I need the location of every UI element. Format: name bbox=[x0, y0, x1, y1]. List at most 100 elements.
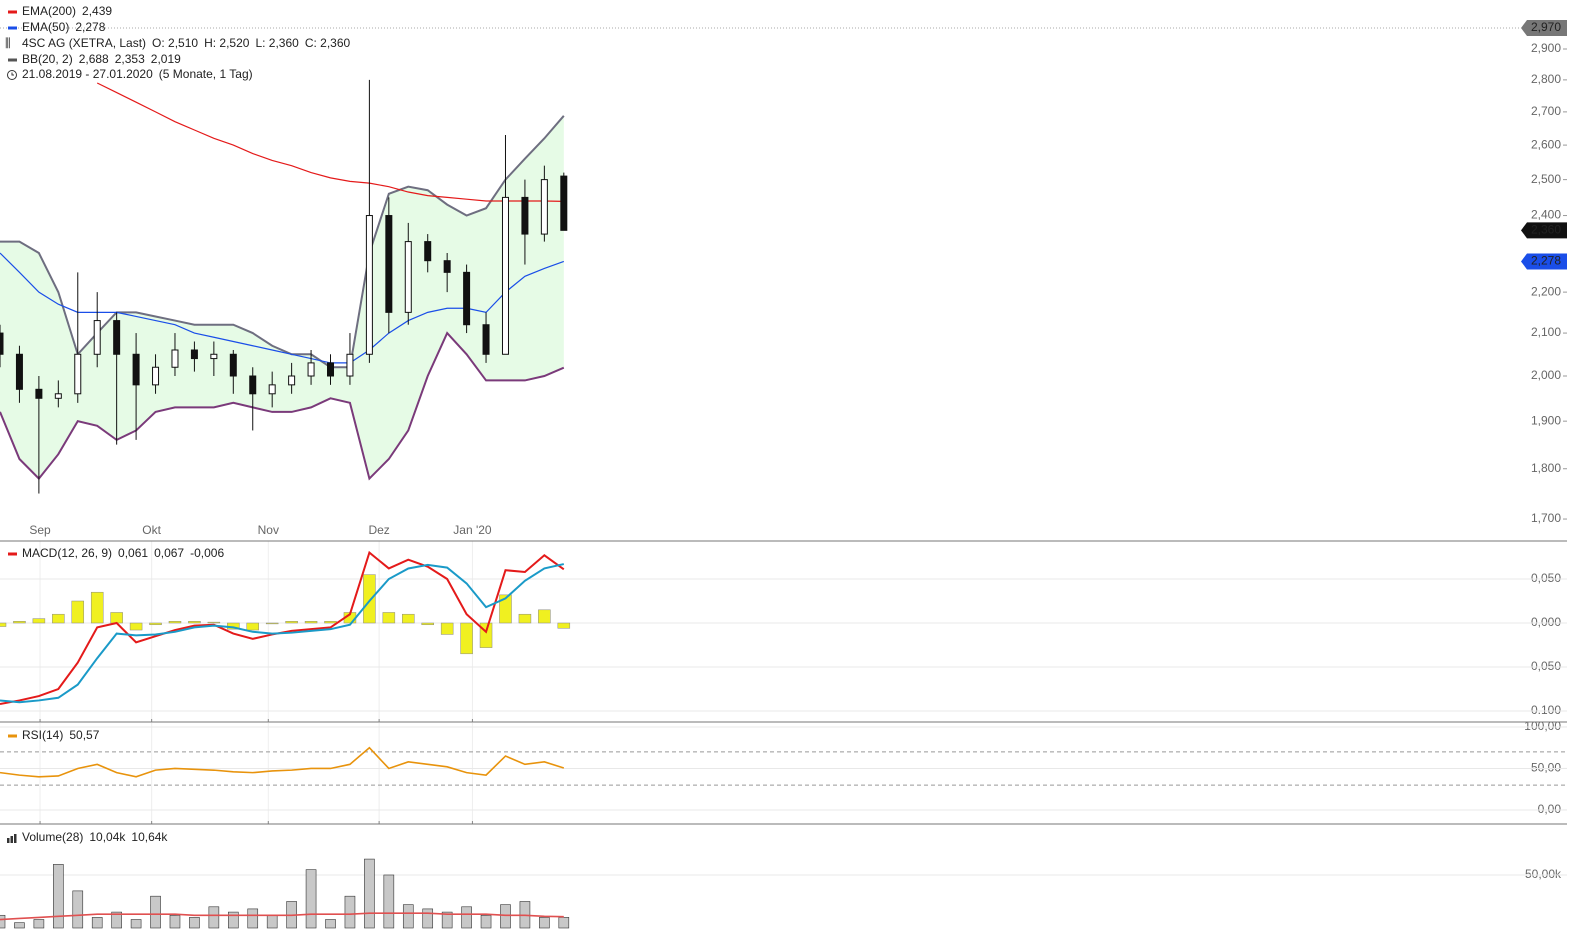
legend-text: 2,688 bbox=[79, 52, 109, 66]
volume-bar bbox=[539, 917, 550, 929]
price-tag-label: 2,278 bbox=[1531, 254, 1561, 268]
y-tick-label: 50,00k bbox=[1525, 867, 1562, 881]
price-tag-label: 2,970 bbox=[1531, 20, 1561, 34]
volume-bar bbox=[461, 906, 472, 929]
volume-bar bbox=[558, 917, 570, 929]
candle-body bbox=[35, 388, 43, 399]
legend-text: MACD(12, 26, 9) bbox=[22, 546, 112, 560]
candle-body bbox=[463, 271, 471, 326]
legend-text: 0,061 bbox=[118, 546, 148, 560]
y-tick-label: -0.100 bbox=[1527, 703, 1561, 717]
y-tick-label: 1,800 bbox=[1531, 461, 1561, 475]
volume-bar bbox=[500, 904, 511, 929]
histogram-bar bbox=[90, 591, 104, 624]
legend-text: 21.08.2019 - 27.01.2020 bbox=[22, 67, 153, 81]
legend-text: RSI(14) bbox=[22, 728, 63, 742]
histogram-bar bbox=[402, 613, 415, 624]
histogram-bar bbox=[110, 612, 123, 624]
legend-text: BB(20, 2) bbox=[22, 52, 73, 66]
x-tick-label: Dez bbox=[368, 523, 389, 537]
legend-text: 10,64k bbox=[131, 830, 168, 844]
candle-body bbox=[307, 362, 315, 377]
histogram-bar bbox=[168, 620, 182, 624]
volume-bar bbox=[228, 911, 239, 929]
candle-body bbox=[482, 324, 490, 355]
y-tick-label: 2,500 bbox=[1531, 172, 1561, 186]
candle-body bbox=[560, 175, 568, 231]
histogram-bar bbox=[246, 622, 259, 631]
volume-bar bbox=[189, 917, 200, 929]
candle-body bbox=[424, 241, 432, 262]
legend-text: Volume(28) bbox=[22, 830, 83, 844]
histogram-bar bbox=[52, 613, 65, 624]
legend-text: EMA(50) bbox=[22, 20, 69, 34]
y-tick-label: 2,400 bbox=[1531, 208, 1561, 222]
x-tick-label: Okt bbox=[142, 523, 161, 537]
legend-icon bbox=[8, 734, 17, 738]
histogram-bar bbox=[557, 622, 571, 629]
volume-bar bbox=[91, 917, 103, 929]
volume-bar bbox=[33, 919, 45, 929]
volume-icon bbox=[10, 836, 13, 843]
histogram-bar bbox=[538, 609, 551, 624]
y-tick-label: 2,200 bbox=[1531, 284, 1561, 298]
y-tick-label: 0,00 bbox=[1538, 802, 1562, 816]
legend-icon bbox=[8, 26, 17, 30]
histogram-bar bbox=[129, 622, 143, 631]
volume-bar bbox=[14, 922, 25, 929]
x-tick-label: Jan '20 bbox=[453, 523, 492, 537]
candle-body bbox=[501, 196, 509, 355]
candle-body bbox=[288, 375, 296, 386]
legend-text: EMA(200) bbox=[22, 4, 76, 18]
volume-average bbox=[0, 912, 564, 921]
legend-text: L: 2,360 bbox=[255, 36, 299, 50]
volume-bar bbox=[72, 890, 84, 929]
candle-body bbox=[171, 349, 179, 368]
price-tag-label: 2,360 bbox=[1531, 223, 1561, 237]
x-tick-label: Sep bbox=[29, 523, 51, 537]
price-tag bbox=[1521, 19, 1567, 36]
legend-text: 10,04k bbox=[89, 830, 126, 844]
candle-body bbox=[385, 215, 393, 313]
volume-bar bbox=[480, 914, 492, 929]
volume-bar bbox=[344, 895, 356, 929]
candle-body bbox=[113, 320, 121, 355]
y-tick-label: 0,000 bbox=[1531, 615, 1561, 629]
price-tag bbox=[1521, 222, 1567, 239]
volume-bar bbox=[422, 908, 434, 929]
histogram-bar bbox=[285, 620, 298, 624]
legend-text: (5 Monate, 1 Tag) bbox=[159, 67, 253, 81]
volume-bar bbox=[441, 911, 453, 929]
price-tag bbox=[1521, 253, 1567, 270]
candle-body bbox=[327, 362, 335, 377]
legend-text: 2,278 bbox=[75, 20, 105, 34]
x-tick-label: Nov bbox=[258, 523, 279, 537]
candle-body bbox=[210, 353, 218, 360]
histogram-bar bbox=[363, 574, 376, 624]
rsi-line bbox=[0, 746, 565, 778]
legend-text: C: 2,360 bbox=[305, 36, 351, 50]
legend-text: -0,006 bbox=[190, 546, 224, 560]
y-tick-label: 2,900 bbox=[1531, 41, 1561, 55]
histogram-bar bbox=[304, 620, 318, 624]
candle-body bbox=[365, 215, 373, 355]
y-tick-label: 50,00 bbox=[1531, 761, 1561, 775]
candle-body bbox=[132, 353, 140, 386]
volume-bar bbox=[0, 914, 6, 929]
volume-bar bbox=[383, 874, 395, 929]
candle-body bbox=[540, 179, 548, 235]
candle-body bbox=[249, 375, 257, 395]
candle-body bbox=[443, 260, 451, 273]
volume-bar bbox=[111, 911, 122, 929]
macd-line bbox=[0, 550, 565, 705]
volume-bar bbox=[247, 908, 259, 929]
candle-body bbox=[521, 196, 529, 235]
histogram-bar bbox=[32, 618, 46, 624]
legend-text: 2,353 bbox=[115, 52, 145, 66]
y-tick-label: 2,000 bbox=[1531, 368, 1561, 382]
ema-line bbox=[96, 82, 564, 202]
volume-bar bbox=[402, 904, 414, 929]
histogram-bar bbox=[421, 622, 434, 626]
volume-bar bbox=[266, 914, 278, 929]
